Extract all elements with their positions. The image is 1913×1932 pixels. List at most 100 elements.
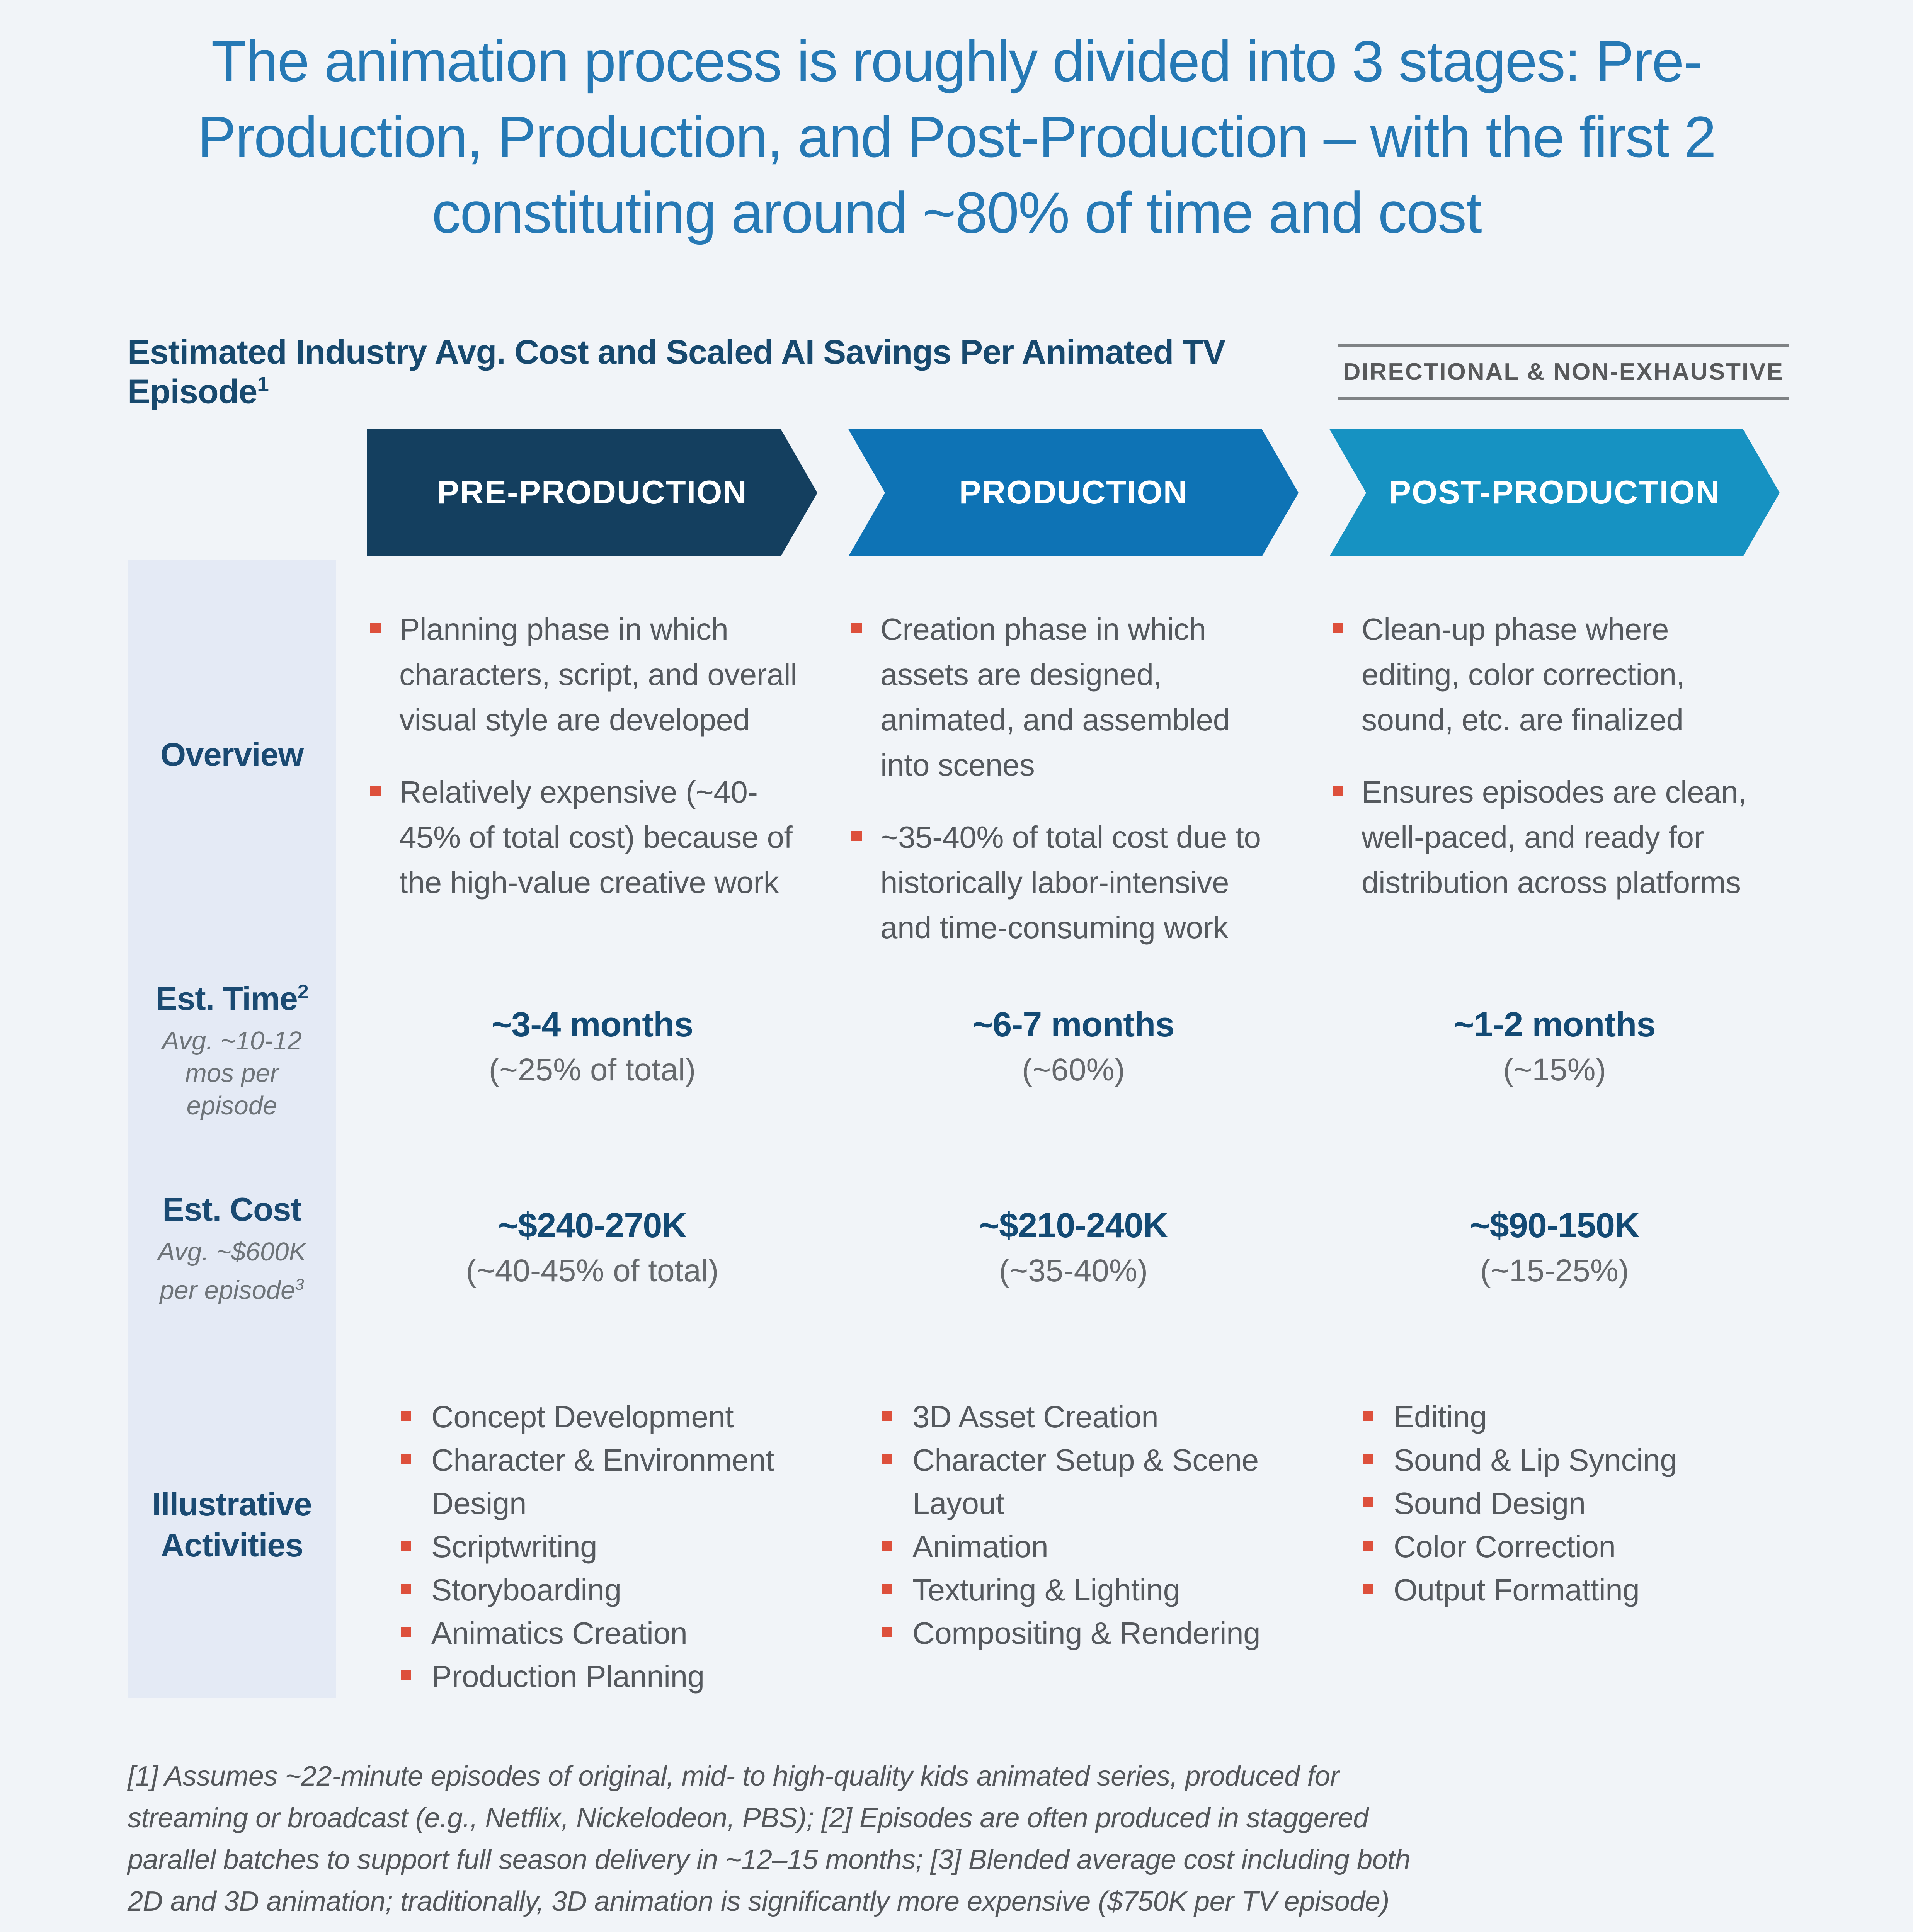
row-label-activities: Illustrative Activities	[128, 1352, 336, 1699]
bullet-square-icon	[401, 1454, 411, 1464]
activity-item: Character & Environment Design	[401, 1439, 806, 1525]
row-label-est-cost: Est. Cost Avg. ~$600K per episode3	[128, 1143, 336, 1352]
page-title-line-1: The animation process is roughly divided…	[211, 29, 1702, 94]
est-time-share: (~15%)	[1503, 1052, 1606, 1088]
activity-text: Scriptwriting	[431, 1529, 597, 1564]
bullet-square-icon	[401, 1411, 411, 1421]
bullet-square-icon	[1363, 1584, 1373, 1594]
est-time-label: Est. Time	[155, 980, 298, 1017]
bullet-item: Ensures episodes are clean, well-paced, …	[1333, 769, 1760, 905]
activity-item: Editing	[1363, 1395, 1768, 1439]
activities-production-cell: 3D Asset Creation Character Setup & Scen…	[848, 1352, 1299, 1698]
bullet-item: Planning phase in which characters, scri…	[370, 607, 798, 742]
activity-text: Animation	[912, 1529, 1048, 1564]
bullet-text: Relatively expensive (~40-45% of total c…	[399, 775, 793, 900]
footnote: [1] Assumes ~22-minute episodes of origi…	[128, 1761, 1411, 1932]
activity-text: Output Formatting	[1394, 1573, 1640, 1607]
activity-text: Production Planning	[431, 1659, 705, 1694]
bullet-square-icon	[1333, 786, 1343, 796]
activity-text: Character & Environment Design	[431, 1443, 774, 1521]
bullet-square-icon	[1363, 1454, 1373, 1464]
est-time-production-cell: ~6-7 months (~60%)	[848, 950, 1299, 1143]
chart-subtitle-text: Estimated Industry Avg. Cost and Scaled …	[128, 333, 1225, 411]
chart-subtitle: Estimated Industry Avg. Cost and Scaled …	[128, 332, 1338, 411]
activity-text: Character Setup & Scene Layout	[912, 1443, 1259, 1521]
bullet-item: Relatively expensive (~40-45% of total c…	[370, 769, 798, 905]
est-cost-value: ~$240-270K	[498, 1206, 687, 1245]
activity-text: Animatics Creation	[431, 1616, 688, 1651]
est-time-pre-production-cell: ~3-4 months (~25% of total)	[367, 950, 817, 1143]
activity-item: Storyboarding	[401, 1568, 806, 1612]
bullet-text: ~35-40% of total cost due to historicall…	[880, 820, 1261, 945]
bullet-square-icon	[1363, 1497, 1373, 1508]
bullet-text: Creation phase in which assets are desig…	[880, 612, 1230, 782]
activity-item: Animation	[882, 1525, 1287, 1568]
bullet-square-icon	[401, 1541, 411, 1551]
est-cost-label: Est. Cost	[162, 1191, 301, 1228]
bullet-item: ~35-40% of total cost due to historicall…	[851, 815, 1279, 950]
est-time-value: ~1-2 months	[1453, 1005, 1656, 1044]
est-time-value: ~6-7 months	[972, 1005, 1175, 1044]
bullet-text: Ensures episodes are clean, well-paced, …	[1362, 775, 1747, 900]
stage-arrow-production: PRODUCTION	[848, 429, 1299, 556]
bullet-square-icon	[882, 1454, 892, 1464]
activity-item: Animatics Creation	[401, 1612, 806, 1655]
est-time-footnote-marker: 2	[297, 981, 309, 1003]
directional-badge: DIRECTIONAL & NON-EXHAUSTIVE	[1338, 343, 1789, 400]
activity-text: Sound & Lip Syncing	[1394, 1443, 1677, 1478]
row-label-overview: Overview	[128, 560, 336, 951]
row-label-est-time: Est. Time2 Avg. ~10-12 mos per episode	[128, 950, 336, 1144]
est-cost-sublabel-text: Avg. ~$600K per episode	[157, 1237, 306, 1304]
stage-arrow-pre-production: PRE-PRODUCTION	[367, 429, 817, 556]
bullet-item: Creation phase in which assets are desig…	[851, 607, 1279, 787]
overview-pre-production-cell: Planning phase in which characters, scri…	[367, 560, 817, 950]
activities-label: Illustrative Activities	[152, 1486, 312, 1564]
activity-text: 3D Asset Creation	[912, 1400, 1159, 1434]
activity-item: Output Formatting	[1363, 1568, 1768, 1612]
bullet-square-icon	[882, 1584, 892, 1594]
activity-item: Texturing & Lighting	[882, 1568, 1287, 1612]
est-cost-sublabel: Avg. ~$600K per episode3	[139, 1236, 325, 1306]
activity-item: Color Correction	[1363, 1525, 1768, 1568]
activity-text: Color Correction	[1394, 1529, 1616, 1564]
bullet-square-icon	[401, 1670, 411, 1681]
activity-item: Concept Development	[401, 1395, 806, 1439]
bullet-square-icon	[401, 1627, 411, 1638]
row-label-est-time-text: Est. Time2	[155, 971, 308, 1019]
activity-text: Storyboarding	[431, 1573, 621, 1607]
bullet-square-icon	[851, 623, 862, 634]
est-time-sublabel: Avg. ~10-12 mos per episode	[162, 1026, 302, 1121]
activity-item: Sound & Lip Syncing	[1363, 1439, 1768, 1482]
bullet-text: Planning phase in which characters, scri…	[399, 612, 797, 737]
stage-comparison-table: Overview Planning phase in which charact…	[128, 560, 1785, 1699]
bullet-square-icon	[882, 1627, 892, 1638]
activity-text: Concept Development	[431, 1400, 734, 1434]
bullet-square-icon	[370, 786, 381, 796]
activity-item: 3D Asset Creation	[882, 1395, 1287, 1439]
est-cost-pre-production-cell: ~$240-270K (~40-45% of total)	[367, 1143, 817, 1352]
est-time-value: ~3-4 months	[491, 1005, 694, 1044]
est-cost-value: ~$210-240K	[979, 1206, 1168, 1245]
est-cost-footnote-marker: 3	[295, 1275, 304, 1293]
bullet-square-icon	[882, 1541, 892, 1551]
bullet-square-icon	[401, 1584, 411, 1594]
bullet-square-icon	[882, 1411, 892, 1421]
bullet-square-icon	[1333, 623, 1343, 634]
slide: The animation process is roughly divided…	[128, 29, 1789, 1932]
activity-item: Compositing & Rendering	[882, 1612, 1287, 1655]
activity-text: Compositing & Rendering	[912, 1616, 1261, 1651]
est-time-post-production-cell: ~1-2 months (~15%)	[1329, 950, 1780, 1143]
activity-item: Character Setup & Scene Layout	[882, 1439, 1287, 1525]
activity-text: Editing	[1394, 1400, 1487, 1434]
bullet-square-icon	[851, 831, 862, 842]
activity-text: Sound Design	[1394, 1486, 1586, 1521]
activities-post-production-cell: Editing Sound & Lip Syncing Sound Design…	[1329, 1352, 1780, 1698]
page-title-line-2: Production, Production, and Post-Product…	[197, 104, 1716, 169]
page-title-line-3: constituting around ~80% of time and cos…	[432, 180, 1482, 245]
est-cost-post-production-cell: ~$90-150K (~15-25%)	[1329, 1143, 1780, 1352]
activity-text: Texturing & Lighting	[912, 1573, 1180, 1607]
overview-production-cell: Creation phase in which assets are desig…	[848, 560, 1299, 950]
bullet-item: Clean-up phase where editing, color corr…	[1333, 607, 1760, 742]
row-label-overview-text: Overview	[160, 736, 304, 773]
subheader-row: Estimated Industry Avg. Cost and Scaled …	[128, 332, 1789, 411]
